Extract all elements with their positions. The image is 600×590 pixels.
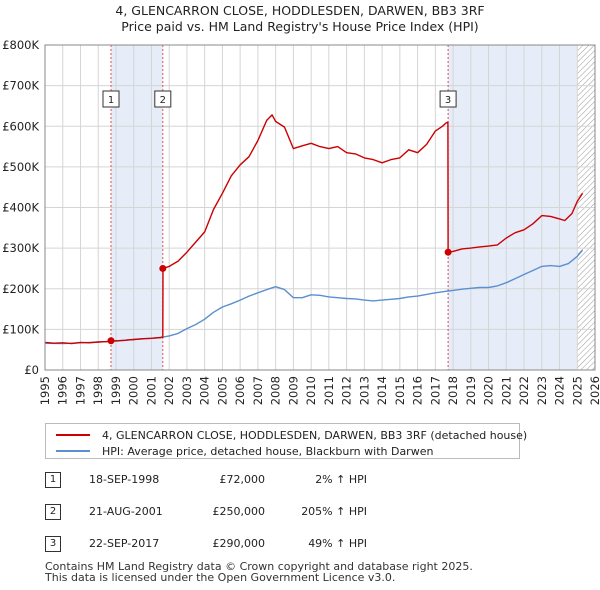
x-tick-label: 2004 xyxy=(198,376,212,405)
x-tick-label: 2005 xyxy=(215,376,229,405)
property-series-line xyxy=(45,114,584,345)
x-tick-label: 2016 xyxy=(411,376,425,405)
x-tick-label: 2015 xyxy=(393,376,407,405)
chart-subtitle: Price paid vs. HM Land Registry's House … xyxy=(121,19,479,34)
legend-label-property: 4, GLENCARRON CLOSE, HODDLESDEN, DARWEN,… xyxy=(102,428,528,442)
footer-licence: This data is licensed under the Open Gov… xyxy=(45,571,396,584)
sale-date: 21-AUG-2001 xyxy=(89,505,163,518)
x-tick-label: 2013 xyxy=(357,376,371,405)
x-tick-label: 2006 xyxy=(233,376,247,405)
x-tick-label: 2009 xyxy=(286,376,300,405)
table-row: 3 22-SEP-2017 £290,000 49% ↑ HPI xyxy=(45,536,445,554)
x-tick-label: 2000 xyxy=(127,376,141,405)
y-tick-label: £400K xyxy=(2,201,39,215)
footer-copyright: Contains HM Land Registry data © Crown c… xyxy=(45,560,473,573)
hpi-line-swatch xyxy=(56,450,90,452)
legend-item-property: 4, GLENCARRON CLOSE, HODDLESDEN, DARWEN,… xyxy=(56,427,527,443)
x-tick-label: 2019 xyxy=(464,376,478,405)
x-tick-label: 1997 xyxy=(73,376,87,405)
x-tick-label: 1998 xyxy=(91,376,105,405)
x-tick-label: 2011 xyxy=(322,376,336,405)
table-row: 2 21-AUG-2001 £250,000 205% ↑ HPI xyxy=(45,504,445,522)
x-tick-label: 2012 xyxy=(340,376,354,405)
y-tick-label: £700K xyxy=(2,79,39,93)
price-chart: 1 2 3 £0 £100K £200K £300K £400K £500K £600K £700… xyxy=(2,38,600,405)
sale-price: £290,000 xyxy=(212,537,266,550)
x-tick-label: 2017 xyxy=(428,376,442,405)
x-tick-label: 2024 xyxy=(553,376,567,405)
chart-title: 4, GLENCARRON CLOSE, HODDLESDEN, DARWEN,… xyxy=(115,3,485,18)
property-line-swatch xyxy=(56,434,90,436)
sale-price: £72,000 xyxy=(219,473,266,486)
x-tick-label: 2003 xyxy=(180,376,194,405)
sale-point xyxy=(107,337,115,345)
x-tick-label: 2007 xyxy=(251,376,265,405)
y-tick-label: £600K xyxy=(2,119,39,133)
sale-number-box xyxy=(154,90,172,108)
y-tick-label: £100K xyxy=(2,322,39,336)
y-tick-label: £800K xyxy=(2,38,39,52)
sale-number-box xyxy=(102,90,120,108)
y-tick-label: £300K xyxy=(2,241,39,255)
x-tick-label: 2023 xyxy=(535,376,549,405)
legend-item-hpi: HPI: Average price, detached house, Blac… xyxy=(56,443,433,459)
sale-hpi-change: 2% ↑ HPI xyxy=(315,473,367,486)
x-tick-label: 2001 xyxy=(144,376,158,405)
sale-hpi-change: 205% ↑ HPI xyxy=(301,505,367,518)
chart-title-block: 4, GLENCARRON CLOSE, HODDLESDEN, DARWEN,… xyxy=(0,3,600,35)
x-tick-label: 2002 xyxy=(162,376,176,405)
x-tick-label: 1996 xyxy=(56,376,70,405)
x-tick-label: 1999 xyxy=(109,376,123,405)
sale-price: £250,000 xyxy=(212,505,266,518)
x-tick-label: 2018 xyxy=(446,376,460,405)
x-tick-label: 2020 xyxy=(482,376,496,405)
y-tick-label: £0 xyxy=(24,363,39,377)
sale-date: 18-SEP-1998 xyxy=(89,473,160,486)
sale-hpi-change: 49% ↑ HPI xyxy=(308,537,367,550)
sale-number-label: 2 xyxy=(160,95,166,106)
legend-label-hpi: HPI: Average price, detached house, Blac… xyxy=(102,444,434,458)
footer: Contains HM Land Registry data © Crown c… xyxy=(45,561,473,583)
x-tick-label: 1995 xyxy=(38,376,52,405)
legend: 4, GLENCARRON CLOSE, HODDLESDEN, DARWEN,… xyxy=(45,423,527,459)
x-tick-label: 2008 xyxy=(269,376,283,405)
x-tick-label: 2026 xyxy=(588,376,600,405)
sale-point xyxy=(444,248,452,256)
x-tick-label: 2014 xyxy=(375,376,389,405)
x-tick-label: 2021 xyxy=(499,376,513,405)
sale-number-label: 3 xyxy=(445,95,451,106)
sale-number-badge: 2 xyxy=(45,504,61,520)
sale-point xyxy=(159,264,167,272)
sale-date: 22-SEP-2017 xyxy=(89,537,160,550)
x-tick-label: 2022 xyxy=(517,376,531,405)
sale-number-badge: 1 xyxy=(45,472,61,488)
sale-number-badge: 3 xyxy=(45,536,61,552)
sale-number-label: 1 xyxy=(108,95,114,106)
x-tick-label: 2025 xyxy=(570,376,584,405)
table-row: 1 18-SEP-1998 £72,000 2% ↑ HPI xyxy=(45,472,445,490)
y-tick-label: £200K xyxy=(2,282,39,296)
plot-frame xyxy=(44,44,596,371)
x-tick-label: 2010 xyxy=(304,376,318,405)
sale-number-box xyxy=(439,90,457,108)
y-tick-label: £500K xyxy=(2,160,39,174)
